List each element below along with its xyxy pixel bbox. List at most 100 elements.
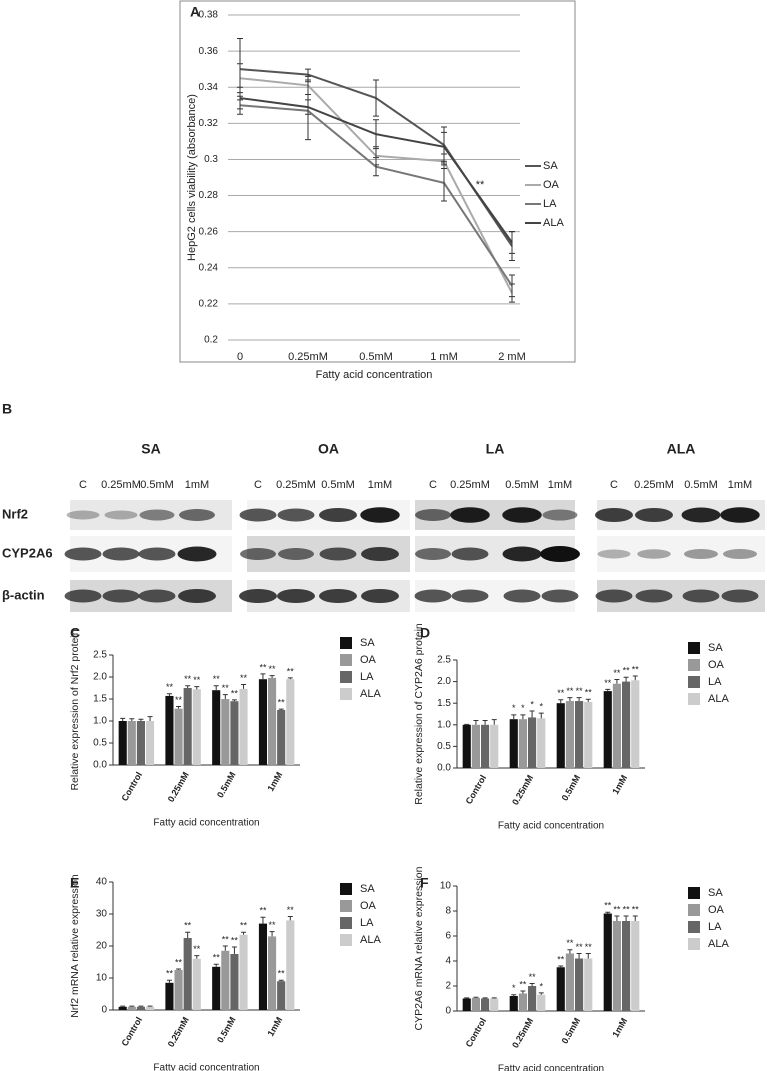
significance-label: ** [231, 688, 239, 698]
y-tick-label: 0.26 [199, 226, 219, 237]
bar [127, 1006, 136, 1010]
bar [575, 958, 584, 1011]
significance-label: ** [166, 969, 174, 979]
bar [556, 703, 565, 768]
lane-label: 0.25mM [450, 479, 490, 491]
bar [603, 913, 612, 1011]
blot-band [635, 508, 673, 522]
legend-swatch [688, 921, 700, 933]
blot-band [102, 547, 140, 561]
y-tick-label: 1.0 [93, 716, 107, 727]
error-bar [614, 915, 620, 921]
lane-label: C [429, 479, 437, 491]
blot-band [66, 510, 100, 520]
panel-label: A [190, 4, 200, 20]
significance-label: ** [175, 957, 183, 967]
bar [509, 719, 518, 768]
significance-label: ** [269, 664, 277, 674]
bar [239, 688, 248, 765]
error-bar [287, 916, 293, 921]
lane-label: 1mM [548, 479, 572, 491]
y-tick-label: 2.5 [437, 655, 451, 666]
y-tick-label: 2.0 [437, 676, 451, 687]
error-bar [166, 979, 172, 983]
error-bar [529, 983, 535, 986]
bar [556, 967, 565, 1011]
lane-label: 1mM [728, 479, 752, 491]
bar [481, 998, 490, 1011]
y-tick-label: 0.0 [93, 760, 107, 771]
error-bar [509, 231, 515, 254]
blot-band [178, 589, 216, 603]
lane-label: 0.5mM [684, 479, 718, 491]
significance-label: ** [259, 906, 267, 916]
legend-label: SA [708, 642, 723, 654]
y-tick-label: 4 [445, 956, 451, 967]
significance-label: * [530, 699, 534, 709]
significance-label: ** [193, 675, 201, 685]
legend-label: SA [360, 637, 375, 649]
error-bar [278, 979, 284, 982]
legend-label: LA [708, 676, 722, 688]
y-axis-title: HepG2 cells viability (absorbance) [186, 94, 198, 261]
y-tick-label: 0.36 [199, 46, 219, 57]
legend-swatch [688, 938, 700, 950]
bar [239, 934, 248, 1010]
error-bar [287, 677, 293, 680]
error-bar [605, 688, 611, 692]
blot-band [319, 589, 357, 603]
x-axis-title: Fatty acid concentration [498, 821, 604, 832]
blot-band [595, 508, 633, 522]
significance-label: ** [213, 674, 221, 684]
error-bar [305, 99, 311, 115]
lane-label: 0.5mM [505, 479, 539, 491]
significance-label: ** [240, 921, 248, 931]
significance-label: ** [604, 901, 612, 911]
error-bar [441, 131, 447, 162]
error-bar [473, 996, 479, 998]
significance-label: ** [576, 942, 584, 952]
y-tick-label: 0.32 [199, 118, 219, 129]
y-tick-label: 0.34 [199, 82, 219, 93]
blot-row-label: CYP2A6 [2, 545, 53, 560]
error-bar [614, 678, 620, 684]
legend-label: OA [543, 179, 560, 191]
blot-band [450, 507, 490, 523]
legend-label: OA [360, 900, 377, 912]
error-bar [237, 86, 243, 110]
blot-band [138, 547, 176, 561]
error-bar [269, 931, 275, 937]
bar [221, 699, 230, 765]
legend-label: SA [708, 887, 723, 899]
x-tick-label: 0.5mM [215, 770, 238, 799]
lane-label: 0.25mM [276, 479, 316, 491]
blot-band [360, 507, 400, 523]
y-tick-label: 0.2 [204, 335, 218, 346]
significance-label: ** [632, 904, 640, 914]
x-axis-title: Fatty acid concentration [498, 1064, 604, 1071]
error-bar [241, 931, 247, 935]
error-bar [576, 697, 582, 702]
y-tick-label: 8 [445, 906, 451, 917]
error-bar [482, 997, 488, 999]
y-tick-label: 0.28 [199, 190, 219, 201]
bar [462, 998, 471, 1011]
error-bar [373, 157, 379, 177]
blot-band [319, 508, 357, 522]
x-tick-label: 0.25mM [166, 770, 191, 804]
x-tick-label: 0.5mM [560, 1016, 583, 1045]
blot-band [361, 589, 399, 603]
legend-label: ALA [360, 688, 381, 700]
bar [118, 1006, 127, 1010]
blot-band [451, 547, 489, 561]
y-axis-title: Relative expression of Nrf2 protein [69, 629, 81, 790]
significance-label: ** [287, 666, 295, 676]
blot-band [681, 507, 721, 523]
y-tick-label: 0.24 [199, 262, 219, 273]
blot-band [502, 546, 542, 562]
bar [471, 997, 480, 1011]
y-tick-label: 2.0 [93, 672, 107, 683]
x-tick-label: 0.25mM [166, 1015, 191, 1049]
legend-label: ALA [360, 934, 381, 946]
blot-band [278, 548, 314, 560]
